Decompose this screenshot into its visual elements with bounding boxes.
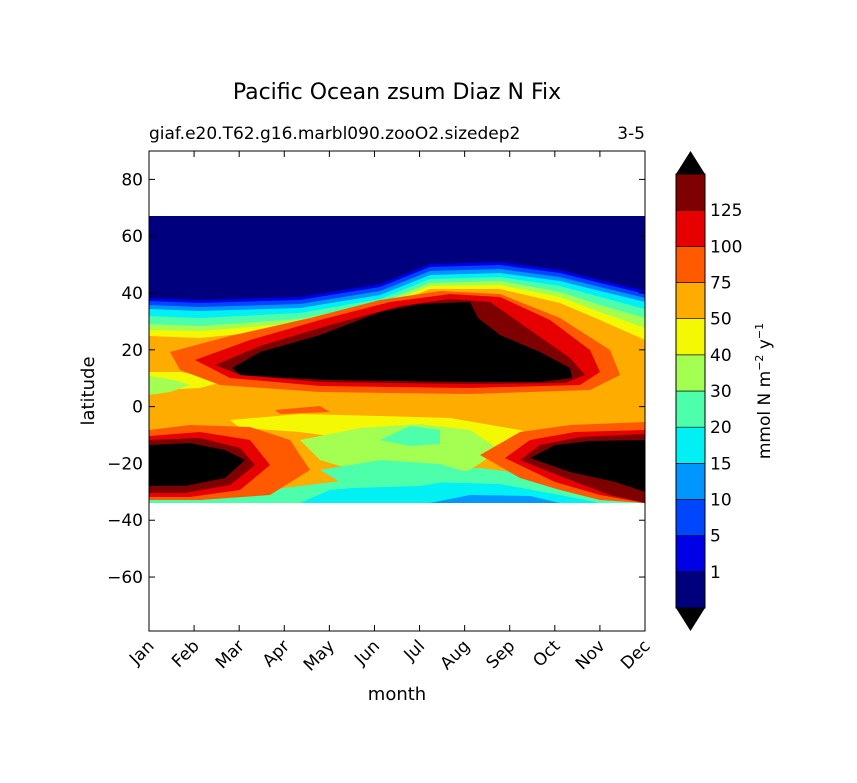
colorbar-tick-label: 40 bbox=[710, 346, 732, 366]
y-tick-label: −60 bbox=[107, 568, 143, 588]
x-tick-label: Nov bbox=[572, 636, 610, 674]
y-tick-label: 0 bbox=[132, 398, 143, 418]
colorbar-tick-label: 125 bbox=[710, 201, 742, 221]
colorbar-tick-label: 30 bbox=[710, 382, 732, 402]
y-axis: 80 60 40 20 0 −20 −40 −60 bbox=[107, 170, 645, 588]
contour-eq-green-west bbox=[149, 376, 190, 395]
colorbar-swatch bbox=[675, 282, 706, 319]
colorbar-swatch bbox=[675, 173, 706, 211]
colorbar-swatch bbox=[675, 463, 706, 500]
x-tick-label: Jul bbox=[400, 636, 429, 665]
colorbar-extend-min bbox=[676, 608, 705, 631]
colorbar-extend-max bbox=[676, 151, 705, 174]
x-axis-label: month bbox=[368, 684, 426, 705]
colorbar-tick-label: 100 bbox=[710, 237, 742, 257]
colorbar-frame bbox=[675, 173, 706, 609]
y-axis-label: latitude bbox=[78, 356, 99, 425]
colorbar-tick-label: 5 bbox=[710, 527, 721, 547]
plot-area: Jan Feb Mar Apr May Jun Jul Aug Sep Oct Nov Dec 80 6… bbox=[107, 150, 655, 675]
colorbar-tick-label: 1 bbox=[710, 563, 721, 583]
colorbar-tick-label: 50 bbox=[710, 310, 732, 330]
y-tick-label: 80 bbox=[121, 170, 143, 190]
colorbar-tick-label: 20 bbox=[710, 418, 732, 438]
colorbar-swatch bbox=[675, 246, 706, 283]
x-tick-label: Apr bbox=[259, 636, 294, 671]
colorbar-label: mmol N m−2 y−1 bbox=[753, 323, 775, 459]
colorbar-tick-label: 15 bbox=[710, 454, 732, 474]
colorbar-label-sup1: −2 bbox=[753, 355, 766, 371]
x-tick-label: Feb bbox=[168, 636, 203, 671]
y-tick-label: 20 bbox=[121, 341, 143, 361]
colorbar-swatch bbox=[675, 426, 706, 464]
x-tick-label: Oct bbox=[529, 636, 564, 671]
colorbar-swatch bbox=[675, 318, 706, 356]
contour-core-southwest bbox=[149, 443, 245, 486]
colorbar-label-base: mmol N m bbox=[755, 371, 775, 459]
x-tick-label: Mar bbox=[212, 636, 249, 673]
colorbar-swatch bbox=[675, 499, 706, 536]
x-tick-label: Sep bbox=[482, 636, 519, 673]
contour-south-lightblue bbox=[430, 495, 560, 503]
colorbar-tick-label: 75 bbox=[710, 274, 732, 294]
colorbar-tick-label: 10 bbox=[710, 491, 732, 511]
chart-subtitle-right: 3-5 bbox=[617, 124, 645, 144]
contour-core-southeast bbox=[530, 440, 645, 492]
colorbar-swatch bbox=[675, 535, 706, 573]
x-tick-label: Jan bbox=[125, 636, 158, 669]
colorbar-swatch bbox=[675, 390, 706, 428]
chart-title: Pacific Ocean zsum Diaz N Fix bbox=[233, 80, 561, 105]
colorbar-label-mid: y bbox=[755, 339, 775, 354]
colorbar-swatch bbox=[675, 209, 706, 247]
y-tick-label: 60 bbox=[121, 227, 143, 247]
colorbar-swatch bbox=[675, 354, 706, 392]
chart-subtitle-left: giaf.e20.T62.g16.marbl090.zooO2.sizedep2 bbox=[149, 124, 520, 144]
x-tick-label: Aug bbox=[437, 636, 475, 674]
y-tick-label: −40 bbox=[107, 511, 143, 531]
y-tick-label: 40 bbox=[121, 284, 143, 304]
contour-core-north bbox=[232, 302, 572, 382]
contour-eq-green bbox=[300, 424, 500, 478]
colorbar-swatch bbox=[675, 571, 706, 609]
y-tick-label: −20 bbox=[107, 454, 143, 474]
colorbar-label-sup2: −1 bbox=[753, 323, 766, 339]
x-tick-label: Jun bbox=[350, 636, 384, 670]
plot-frame bbox=[148, 150, 646, 632]
contour-south-teal bbox=[320, 460, 480, 488]
contour-eq-teal bbox=[380, 426, 440, 446]
x-tick-label: May bbox=[300, 636, 339, 675]
x-tick-label: Dec bbox=[617, 636, 654, 673]
contour-field bbox=[149, 216, 645, 503]
contour-eq-orange-strip bbox=[275, 406, 330, 414]
